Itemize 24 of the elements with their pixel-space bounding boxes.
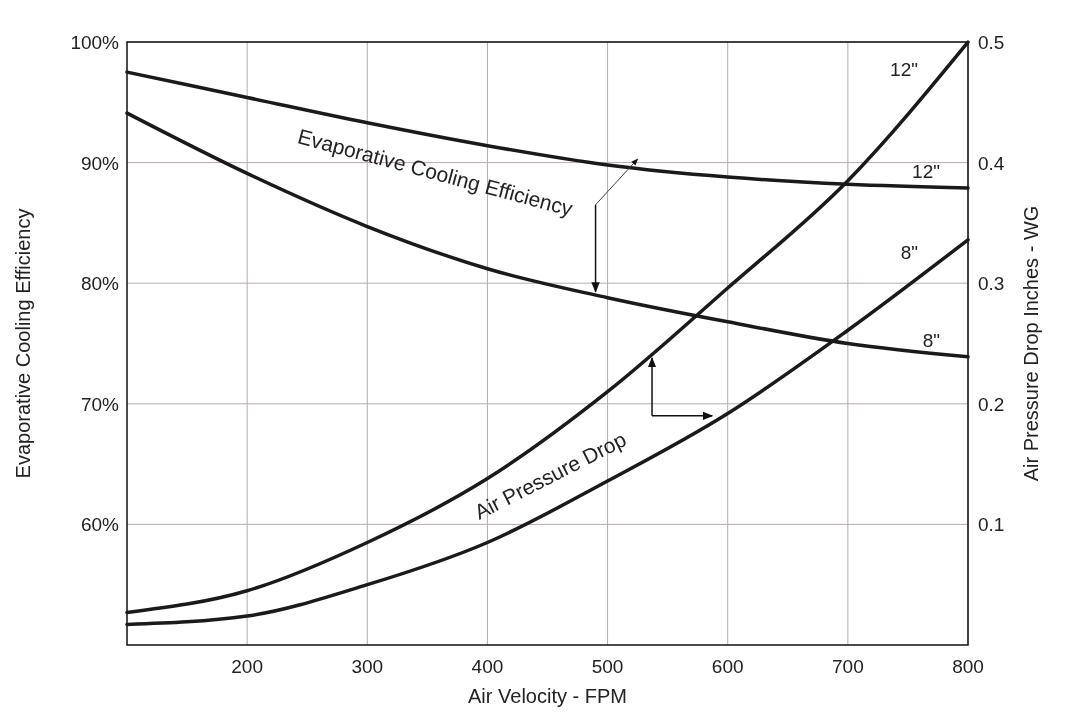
series-label: 8"	[900, 241, 918, 263]
x-tick-label: 600	[711, 656, 744, 677]
x-tick-label: 500	[591, 656, 624, 677]
series-label: 12"	[912, 160, 940, 182]
x-tick-label: 400	[471, 656, 504, 677]
y2-axis-title: Air Pressure Drop Inches - WG	[1020, 205, 1042, 482]
x-tick-label: 300	[351, 656, 384, 677]
x-tick-label: 200	[231, 656, 263, 677]
y2-tick-label: 0.1	[978, 514, 1005, 536]
y-tick-label: 100%	[70, 32, 120, 53]
y-tick-label: 90%	[80, 152, 120, 174]
y-axis-title: Evaporative Cooling Efficiency	[12, 208, 34, 479]
series-label: 12"	[890, 58, 918, 80]
y-tick-label: 70%	[80, 393, 120, 415]
x-tick-label: 700	[832, 656, 864, 677]
y-tick-label: 80%	[80, 273, 120, 295]
x-tick-label: 800	[952, 656, 984, 677]
y2-tick-label: 0.3	[978, 273, 1005, 295]
y-tick-label: 60%	[80, 514, 120, 536]
series-label: 8"	[922, 329, 940, 351]
y2-tick-label: 0.2	[978, 393, 1005, 415]
y2-tick-label: 0.5	[978, 32, 1005, 53]
y2-tick-label: 0.4	[978, 152, 1005, 174]
x-axis-title: Air Velocity - FPM	[468, 685, 627, 707]
